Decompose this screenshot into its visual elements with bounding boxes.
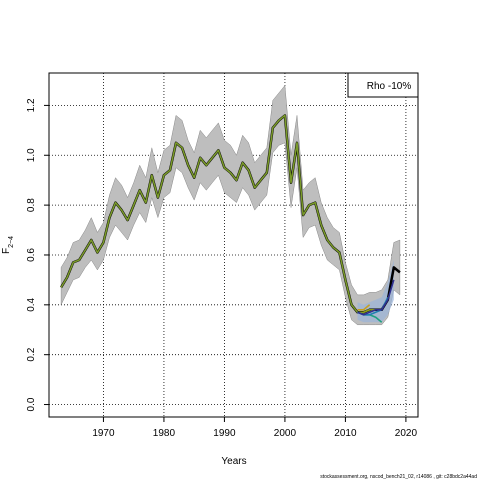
x-tick-label: 2010: [334, 428, 357, 439]
series-line-peel-1: [357, 304, 371, 311]
x-tick-label: 2020: [395, 428, 418, 439]
series-lines: [60, 114, 401, 323]
y-tick-label: 0.4: [26, 297, 37, 311]
y-axis-title: F2−4: [1, 236, 15, 254]
y-tick-label: 1.0: [26, 148, 37, 162]
legend-box: [347, 72, 419, 98]
legend: Rho -10%: [347, 72, 419, 98]
x-tick-label: 1990: [213, 428, 236, 439]
y-axis: 0.0 0.2 0.4 0.6 0.8 1.0 1.2: [26, 98, 49, 411]
legend-label: Rho -10%: [367, 81, 412, 92]
confidence-band-area: [60, 84, 401, 326]
series-line-overlay: [60, 114, 370, 314]
x-tick-label: 1970: [92, 428, 115, 439]
x-tick-label: 1980: [153, 428, 176, 439]
y-tick-label: 0.8: [26, 198, 37, 212]
series-line-peel-2: [357, 308, 376, 314]
series-line-peel-5: [357, 279, 395, 316]
footnote: stockassessment.org, nscod_bench21_02, r…: [320, 474, 477, 480]
x-tick-label: 2000: [274, 428, 297, 439]
y-tick-label: 1.2: [26, 98, 37, 112]
x-axis-title: Years: [221, 456, 246, 467]
y-axis-title-main: F: [1, 248, 12, 254]
y-tick-label: 0.0: [26, 397, 37, 411]
confidence-band: [60, 84, 401, 326]
x-axis: 1970 1980 1990 2000 2010 2020: [92, 417, 417, 439]
y-tick-label: 0.2: [26, 347, 37, 361]
y-axis-title-subscript: 2−4: [8, 236, 15, 248]
y-tick-label: 0.6: [26, 248, 37, 262]
plot-frame: [48, 72, 419, 418]
